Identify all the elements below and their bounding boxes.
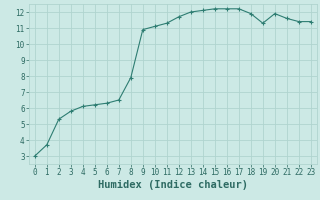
X-axis label: Humidex (Indice chaleur): Humidex (Indice chaleur): [98, 180, 248, 190]
